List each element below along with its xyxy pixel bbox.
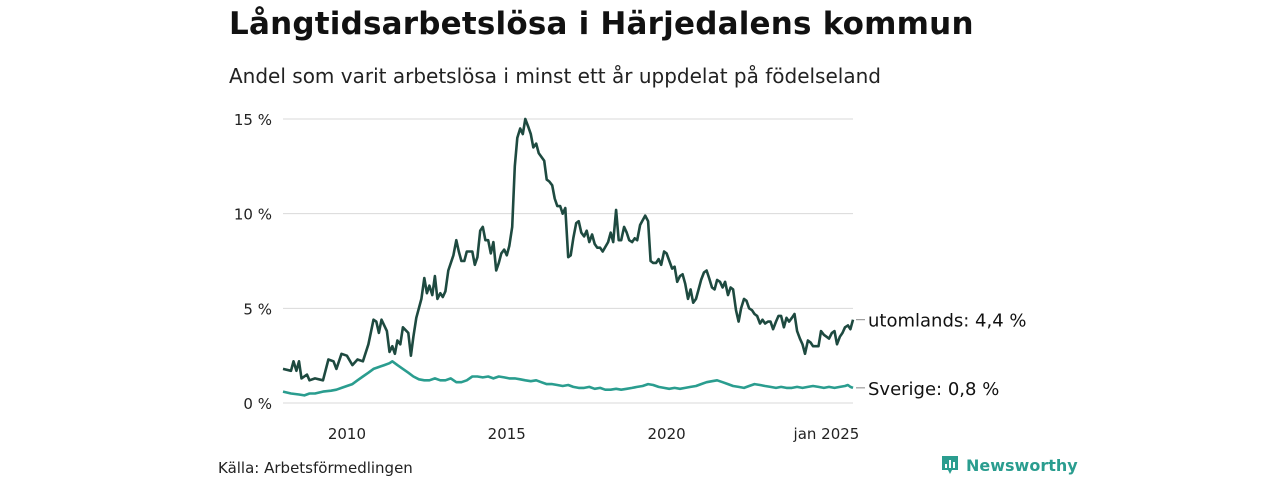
chart-title: Långtidsarbetslösa i Härjedalens kommun [229,6,974,42]
series-end-label: Sverige: 0,8 % [868,379,999,400]
series-line-utomlands [282,117,855,382]
chart-subtitle: Andel som varit arbetslösa i minst ett å… [229,64,881,88]
x-tick-label: jan 2025 [793,425,860,443]
x-tick-label: 2010 [328,425,366,443]
y-tick-label: 10 % [234,206,272,224]
series-end-label: utomlands: 4,4 % [868,311,1027,332]
bar-chart-icon [942,456,958,474]
source-note: Källa: Arbetsförmedlingen [218,459,413,477]
x-tick-label: 2020 [648,425,686,443]
x-tick-label: 2015 [488,425,526,443]
brand-name: Newsworthy [966,455,1078,475]
brand-logo[interactable]: Newsworthy [940,455,1078,475]
y-tick-label: 0 % [243,395,272,413]
y-tick-label: 15 % [234,111,272,129]
series-line-sverige [282,360,854,397]
y-tick-label: 5 % [243,300,272,318]
